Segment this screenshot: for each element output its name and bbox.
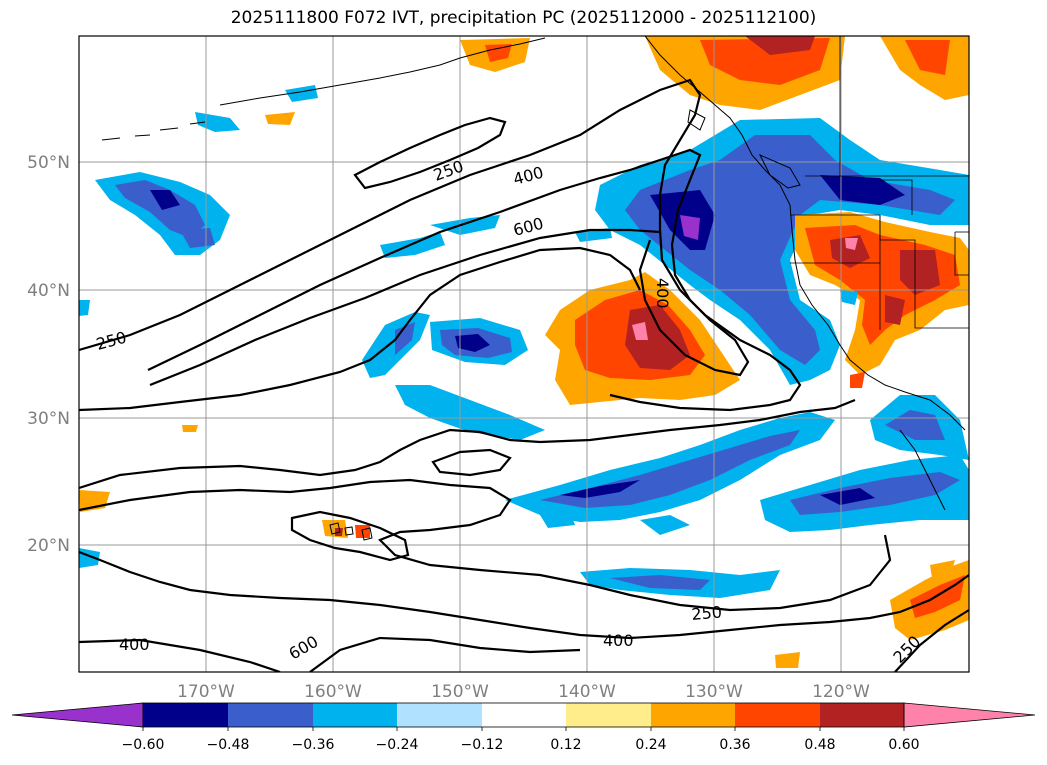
map-content: 250 400 600 250 400 250 600 400 400 250 (79, 36, 969, 672)
contour-label: 400 (119, 635, 150, 654)
lon-label-140w: 140°W (558, 682, 616, 702)
ivt-contours (79, 78, 969, 672)
lon-label-150w: 150°W (431, 682, 489, 702)
colorbar-segment (735, 703, 820, 727)
map-title: 2025111800 F072 IVT, precipitation PC (2… (230, 8, 817, 28)
colorbar-tick-label: −0.48 (207, 737, 250, 753)
contour-label: 400 (603, 631, 634, 650)
lat-label-30n: 30°N (27, 409, 70, 429)
lon-label-130w: 130°W (685, 682, 743, 702)
colorbar-tick-labels: −0.60 −0.48 −0.36 −0.24 −0.12 0.12 0.24 … (122, 737, 920, 753)
lat-label-50n: 50°N (27, 153, 70, 173)
colorbar-segment (651, 703, 735, 727)
colorbar-tick-label: 0.12 (550, 737, 581, 753)
colorbar-segment (143, 703, 228, 727)
contour-label: 250 (691, 602, 723, 624)
colorbar-tick-label: 0.48 (804, 737, 835, 753)
precip-negative-swirl (362, 312, 545, 440)
colorbar-tick-label: −0.12 (461, 737, 504, 753)
graticule (79, 36, 969, 672)
lon-label-120w: 120°W (812, 682, 870, 702)
lat-label-20n: 20°N (27, 536, 70, 556)
borders (790, 36, 969, 330)
colorbar-tick-label: 0.24 (635, 737, 666, 753)
precip-positive-land (795, 212, 969, 375)
map-frame (78, 35, 970, 673)
colorbar-segment (820, 703, 904, 727)
colorbar: −0.60 −0.48 −0.36 −0.24 −0.12 0.12 0.24 … (11, 702, 1036, 753)
colorbar-tick-label: −0.60 (122, 737, 165, 753)
precip-positive-center (545, 272, 740, 405)
colorbar-tick-label: −0.36 (292, 737, 335, 753)
colorbar-extend-low (11, 702, 144, 728)
colorbar-segment (566, 703, 651, 727)
coastlines (101, 36, 966, 541)
colorbar-segment (228, 703, 313, 727)
colorbar-segment (482, 703, 566, 727)
latitude-labels: 50°N 40°N 30°N 20°N (27, 153, 70, 556)
colorbar-ticks (142, 727, 905, 731)
colorbar-extend-high (903, 702, 1036, 728)
lat-label-40n: 40°N (27, 281, 70, 301)
lon-label-160w: 160°W (304, 682, 362, 702)
precip-positive-north (265, 36, 969, 125)
colorbar-tick-label: 0.60 (888, 737, 919, 753)
colorbar-tick-label: 0.36 (719, 737, 750, 753)
longitude-labels: 170°W 160°W 150°W 140°W 130°W 120°W (177, 682, 870, 702)
lon-label-170w: 170°W (177, 682, 235, 702)
colorbar-segment (397, 703, 482, 727)
colorbar-tick-label: −0.24 (376, 737, 419, 753)
colorbar-frame (142, 702, 905, 728)
contour-label: 400 (653, 278, 672, 309)
colorbar-segment (313, 703, 397, 727)
